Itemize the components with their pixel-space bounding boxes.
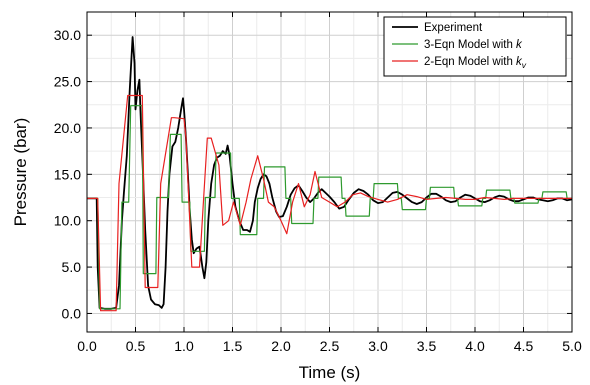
legend-entry: 3-Eqn Model with k: [424, 39, 523, 51]
x-tick-label: 1.5: [223, 338, 243, 354]
y-tick-label: 15.0: [54, 166, 81, 182]
x-tick-label: 2.0: [271, 338, 291, 354]
y-tick-label: 30.0: [54, 27, 81, 43]
x-tick-label: 0.5: [126, 338, 146, 354]
x-tick-label: 3.0: [368, 338, 388, 354]
series-layer: [87, 36, 573, 312]
x-tick-label: 4.0: [465, 338, 485, 354]
legend-entry: Experiment: [424, 22, 483, 34]
y-tick-label: 10.0: [54, 213, 81, 229]
x-tick-label: 4.5: [514, 338, 534, 354]
y-tick-label: 25.0: [54, 74, 81, 90]
x-tick-label: 0.0: [77, 338, 97, 354]
x-tick-label: 2.5: [320, 338, 340, 354]
y-tick-label: 5.0: [62, 259, 82, 275]
y-tick-label: 0.0: [62, 305, 82, 321]
series-line-3: [87, 94, 572, 312]
y-axis-title: Pressure (bar): [11, 118, 30, 227]
x-tick-label: 5.0: [562, 338, 582, 354]
legend-entry: 2-Eqn Model with kv: [424, 56, 527, 70]
x-axis-title: Time (s): [299, 363, 361, 382]
grid: [86, 11, 573, 332]
y-tick-label: 20.0: [54, 120, 81, 136]
ticks: 0.0 0.5 1.0 1.5 2.0 2.5 3.0 3.5 4.0 4.5 5.0 0.0 5.0 1…: [54, 12, 582, 354]
x-tick-label: 3.5: [417, 338, 437, 354]
legend: Experiment 3-Eqn Model with k 2-Eqn Model …: [383, 16, 567, 77]
x-tick-label: 1.0: [174, 338, 194, 354]
series-line-1: [87, 36, 573, 310]
